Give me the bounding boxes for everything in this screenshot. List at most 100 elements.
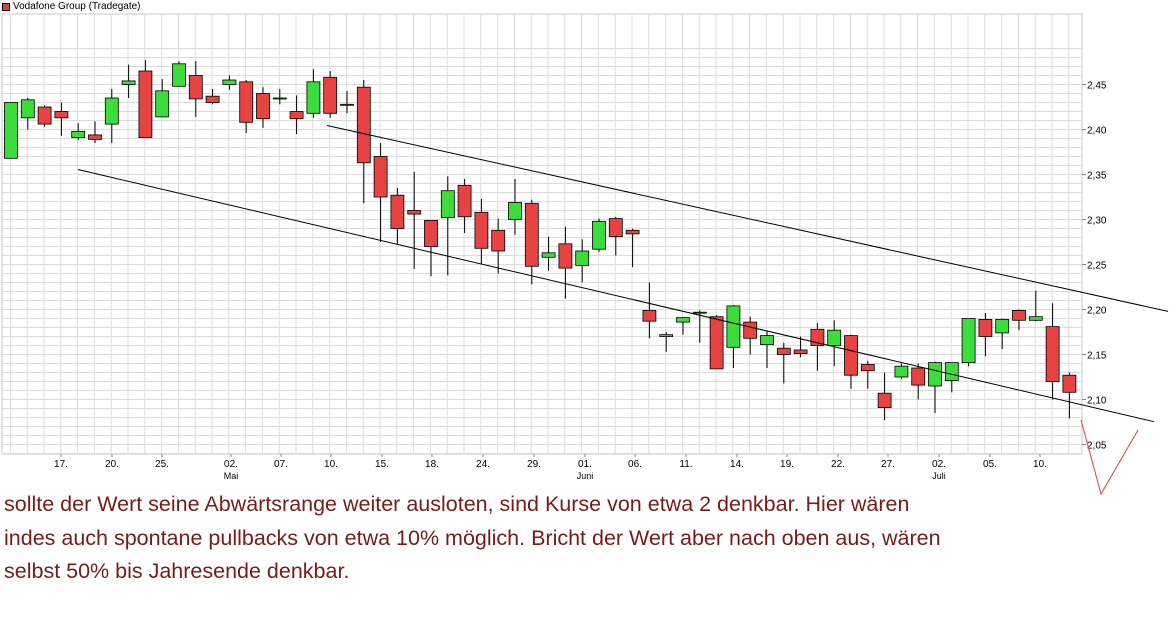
x-tick-label: 02. bbox=[224, 459, 238, 470]
candle-body bbox=[995, 318, 1010, 334]
caption: sollte der Wert seine Abwärtsrange weite… bbox=[4, 488, 1154, 589]
candle-body bbox=[37, 106, 52, 125]
candle-body bbox=[20, 99, 35, 119]
candle-body bbox=[54, 111, 69, 119]
candle-body bbox=[978, 318, 993, 337]
y-tick-label: 2,45 bbox=[1087, 81, 1107, 92]
x-tick-label: 01. bbox=[578, 459, 592, 470]
candle-body bbox=[491, 229, 506, 252]
candle-body bbox=[88, 134, 102, 140]
candle-body bbox=[121, 80, 136, 85]
y-tick-label: 2,20 bbox=[1087, 306, 1107, 317]
y-tick-label: 2,35 bbox=[1087, 171, 1107, 182]
x-tick-label: 24. bbox=[476, 459, 490, 470]
candle-body bbox=[592, 220, 606, 250]
candle-body bbox=[306, 81, 321, 114]
candle-body bbox=[877, 392, 892, 409]
x-tick-label: 06. bbox=[628, 459, 642, 470]
y-tick-label: 2,40 bbox=[1087, 126, 1107, 137]
candle-body bbox=[911, 367, 926, 386]
candle-body bbox=[827, 329, 842, 346]
legend-label: Vodafone Group (Tradegate) bbox=[13, 1, 141, 12]
candle-body bbox=[541, 252, 556, 258]
candle-body bbox=[558, 243, 573, 269]
candle-body bbox=[844, 335, 858, 376]
candle-body bbox=[692, 311, 707, 314]
x-tick-label: 10. bbox=[1033, 459, 1047, 470]
candle-body bbox=[810, 328, 825, 346]
candle-body bbox=[340, 103, 354, 106]
candle-body bbox=[289, 111, 304, 120]
candle-body bbox=[71, 130, 86, 139]
candle-body bbox=[508, 201, 522, 220]
candle-body bbox=[390, 194, 405, 229]
candle-body bbox=[356, 86, 371, 164]
plot-area bbox=[1, 13, 1083, 455]
y-tick-label: 2,05 bbox=[1087, 441, 1107, 452]
candle-body bbox=[373, 156, 388, 198]
candle-body bbox=[440, 190, 455, 219]
month-label: Juni bbox=[577, 471, 594, 481]
candle-body bbox=[944, 362, 959, 382]
x-tick-label: 07. bbox=[274, 459, 288, 470]
candle-body bbox=[1062, 374, 1077, 393]
candle-body bbox=[424, 219, 438, 247]
candle-body bbox=[155, 90, 170, 118]
y-tick-label: 2,30 bbox=[1087, 216, 1107, 227]
candle-body bbox=[1045, 326, 1060, 382]
upper-trendline bbox=[326, 125, 1169, 312]
candle-body bbox=[709, 316, 724, 370]
legend-swatch bbox=[2, 2, 10, 11]
candle-body bbox=[676, 317, 690, 323]
x-tick-label: 19. bbox=[780, 459, 794, 470]
y-tick-label: 2,25 bbox=[1087, 261, 1107, 272]
candle-body bbox=[4, 102, 18, 159]
candle-body bbox=[726, 305, 741, 348]
x-tick-label: 20. bbox=[105, 459, 119, 470]
x-tick-label: 29. bbox=[527, 459, 541, 470]
candle-body bbox=[743, 321, 758, 339]
candle-body bbox=[1028, 316, 1043, 321]
candle-body bbox=[793, 349, 808, 354]
x-tick-label: 11. bbox=[679, 459, 692, 470]
y-tick-label: 2,10 bbox=[1087, 396, 1107, 407]
candle-body bbox=[104, 97, 119, 125]
candle-body bbox=[1012, 309, 1026, 321]
candle-body bbox=[457, 184, 472, 218]
candle-body bbox=[222, 79, 237, 85]
candle-body bbox=[776, 347, 791, 355]
candle-body bbox=[961, 318, 976, 363]
caption-line-1: sollte der Wert seine Abwärtsrange weite… bbox=[4, 492, 910, 516]
candle-body bbox=[524, 202, 539, 267]
candle-body bbox=[272, 97, 287, 100]
x-tick-label: 05. bbox=[983, 459, 997, 470]
x-tick-label: 17. bbox=[54, 459, 68, 470]
candle-body bbox=[608, 218, 623, 238]
x-tick-label: 10. bbox=[324, 459, 338, 470]
candle-body bbox=[659, 334, 674, 337]
candle-body bbox=[625, 229, 640, 235]
candle-body bbox=[205, 95, 220, 103]
projection-line bbox=[1080, 419, 1139, 496]
candle-body bbox=[188, 75, 203, 100]
candle-body bbox=[138, 70, 153, 138]
month-label: Mai bbox=[224, 471, 239, 481]
x-tick-label: 15. bbox=[375, 459, 389, 470]
candle-body bbox=[642, 309, 657, 322]
candle-body bbox=[256, 93, 270, 120]
candle-body bbox=[323, 76, 338, 114]
caption-line-2: indes auch spontane pullbacks von etwa 1… bbox=[4, 525, 941, 550]
x-tick-label: 22. bbox=[831, 459, 845, 470]
x-tick-label: 02. bbox=[932, 459, 946, 470]
x-tick-label: 14. bbox=[730, 459, 744, 470]
x-tick-label: 18. bbox=[425, 459, 439, 470]
x-tick-label: 27. bbox=[881, 459, 895, 470]
legend: Vodafone Group (Tradegate) bbox=[2, 1, 141, 12]
candle-body bbox=[860, 363, 875, 372]
candle-body bbox=[474, 211, 489, 249]
candle-body bbox=[894, 365, 909, 378]
candle-body bbox=[239, 81, 254, 123]
candle-body bbox=[575, 250, 590, 266]
caption-line-3: selbst 50% bis Jahresende denkbar. bbox=[4, 559, 350, 583]
